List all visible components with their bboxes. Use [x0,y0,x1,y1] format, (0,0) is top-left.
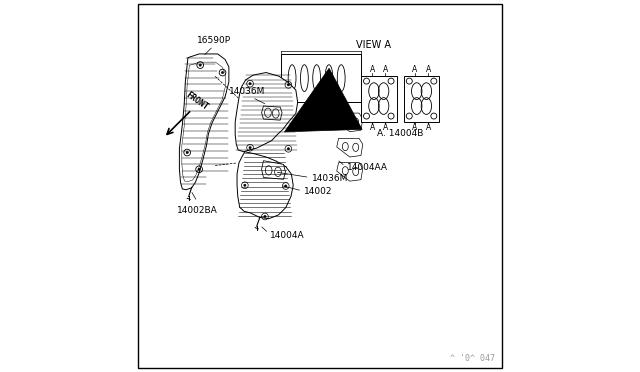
Text: A: A [412,65,417,74]
Circle shape [199,64,202,66]
Text: A: A [383,123,388,132]
Text: 14004A: 14004A [270,231,305,240]
Polygon shape [337,113,363,132]
Polygon shape [237,152,293,219]
Bar [281,54,361,102]
Text: 14036M: 14036M [229,87,266,96]
Text: ^ '0^ 047: ^ '0^ 047 [450,354,495,363]
Text: FRONT: FRONT [184,90,210,112]
Text: 14036M: 14036M [312,174,348,183]
Circle shape [198,168,200,170]
Text: 16590P: 16590P [197,36,231,45]
Bar [404,76,440,122]
Circle shape [221,71,223,74]
Polygon shape [262,161,285,179]
Bar [361,76,397,122]
Polygon shape [179,54,229,190]
Text: A: A [369,65,374,74]
Text: 14002: 14002 [304,187,333,196]
Text: A: A [296,114,302,124]
Text: A. 14004B: A. 14004B [377,129,424,138]
Text: 14002BA: 14002BA [177,206,218,215]
Text: 14004AA: 14004AA [347,163,388,172]
Polygon shape [262,106,282,120]
Circle shape [285,185,287,187]
Circle shape [249,147,251,149]
Circle shape [186,151,188,154]
Polygon shape [337,138,363,157]
Polygon shape [235,73,298,152]
Text: A: A [426,123,431,132]
Text: A: A [383,65,388,74]
Polygon shape [182,62,225,182]
Circle shape [244,184,246,186]
Text: VIEW A: VIEW A [356,41,392,50]
Circle shape [249,83,251,85]
Text: A: A [369,123,374,132]
Circle shape [264,215,266,218]
Text: A: A [426,65,431,74]
Circle shape [287,84,289,86]
Polygon shape [337,163,363,181]
Text: A: A [412,123,417,132]
Circle shape [287,148,289,150]
